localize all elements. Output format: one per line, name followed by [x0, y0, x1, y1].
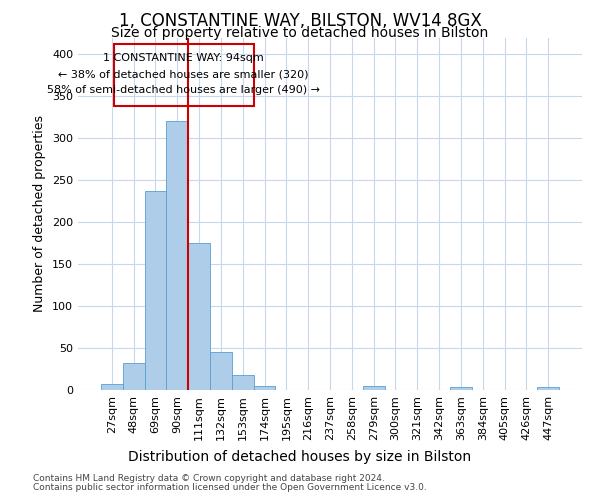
Bar	[537, 388, 559, 390]
Text: Distribution of detached houses by size in Bilston: Distribution of detached houses by size …	[128, 450, 472, 464]
Text: 1, CONSTANTINE WAY, BILSTON, WV14 8GX: 1, CONSTANTINE WAY, BILSTON, WV14 8GX	[119, 12, 481, 30]
Text: Contains HM Land Registry data © Crown copyright and database right 2024.: Contains HM Land Registry data © Crown c…	[33, 474, 385, 483]
Text: 58% of semi-detached houses are larger (490) →: 58% of semi-detached houses are larger (…	[47, 86, 320, 96]
Text: Size of property relative to detached houses in Bilston: Size of property relative to detached ho…	[112, 26, 488, 40]
Bar	[145, 191, 166, 390]
Bar	[166, 122, 188, 390]
Bar	[232, 375, 254, 390]
Bar	[210, 352, 232, 390]
Y-axis label: Number of detached properties: Number of detached properties	[34, 116, 46, 312]
Text: 1 CONSTANTINE WAY: 94sqm: 1 CONSTANTINE WAY: 94sqm	[103, 52, 264, 62]
Bar	[113, 44, 254, 106]
Bar	[188, 243, 210, 390]
Bar	[363, 386, 385, 390]
Bar	[254, 386, 275, 390]
Bar	[450, 388, 472, 390]
Bar	[101, 384, 123, 390]
Text: ← 38% of detached houses are smaller (320): ← 38% of detached houses are smaller (32…	[58, 70, 309, 80]
Bar	[123, 363, 145, 390]
Text: Contains public sector information licensed under the Open Government Licence v3: Contains public sector information licen…	[33, 483, 427, 492]
